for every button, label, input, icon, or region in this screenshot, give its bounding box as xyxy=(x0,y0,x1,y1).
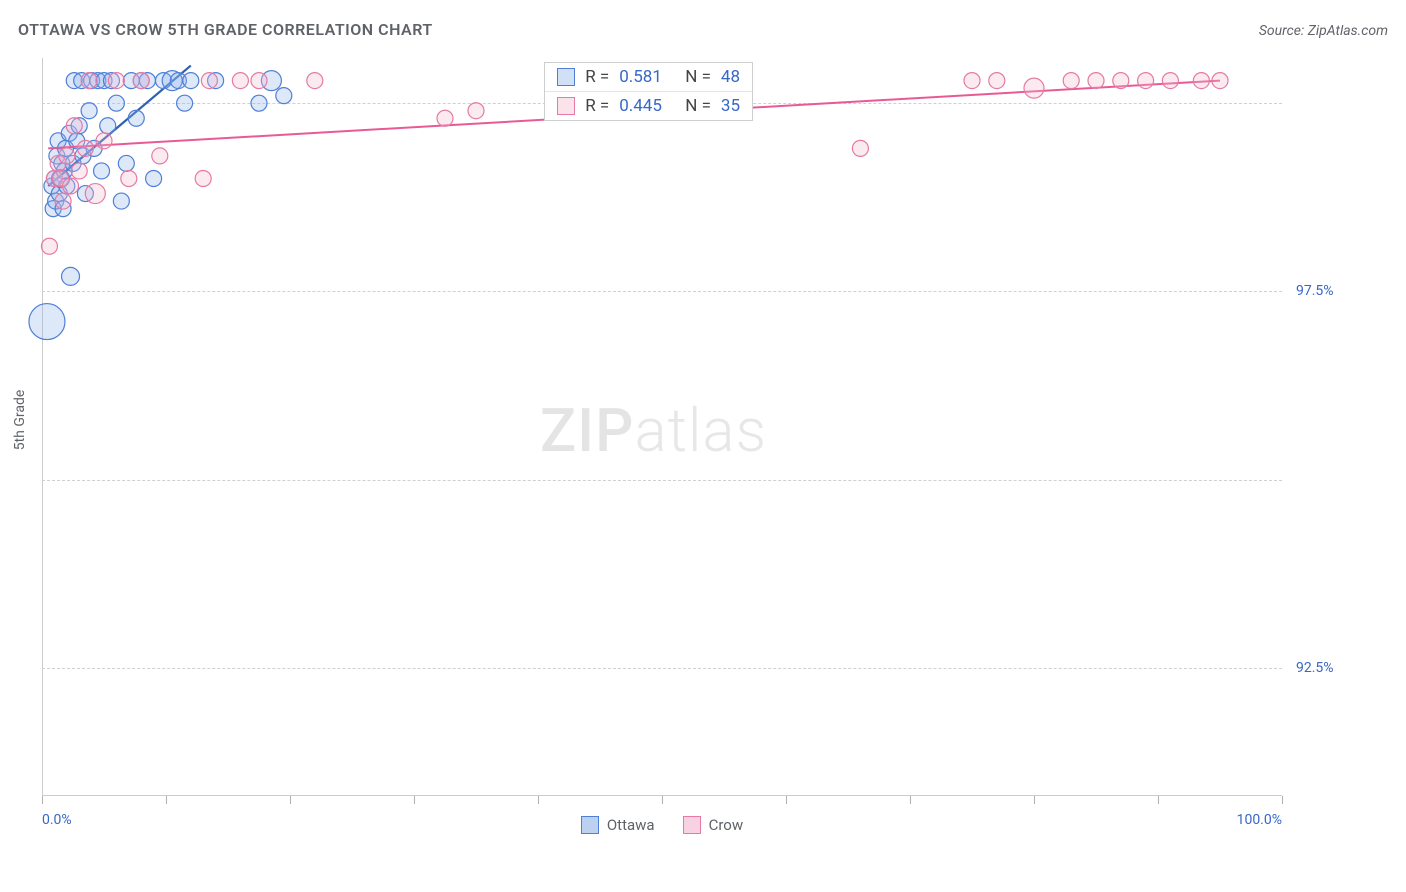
legend-item: Crow xyxy=(683,816,744,834)
scatter-point xyxy=(113,193,129,209)
legend-swatch xyxy=(683,816,701,834)
legend-label: Ottawa xyxy=(607,816,655,834)
stats-n-value: 48 xyxy=(721,67,740,87)
scatter-point xyxy=(1138,73,1154,89)
chart-title: OTTAWA VS CROW 5TH GRADE CORRELATION CHA… xyxy=(18,20,433,39)
scatter-point xyxy=(96,133,112,149)
scatter-point xyxy=(1063,73,1079,89)
chart-header: OTTAWA VS CROW 5TH GRADE CORRELATION CHA… xyxy=(18,20,1388,39)
scatter-point xyxy=(251,95,267,111)
stats-row: R = 0.581 N = 48 xyxy=(545,63,752,92)
scatter-point xyxy=(146,170,162,186)
x-tick xyxy=(166,796,167,804)
scatter-point xyxy=(66,118,82,134)
scatter-point xyxy=(183,73,199,89)
scatter-point xyxy=(1162,73,1178,89)
legend-label: Crow xyxy=(709,816,744,834)
scatter-point xyxy=(128,110,144,126)
scatter-point xyxy=(251,73,267,89)
scatter-point xyxy=(94,163,110,179)
scatter-point xyxy=(152,148,168,164)
scatter-point xyxy=(108,73,124,89)
scatter-point xyxy=(41,238,57,254)
scatter-point xyxy=(276,88,292,104)
scatter-point xyxy=(201,73,217,89)
scatter-point xyxy=(118,155,134,171)
scatter-point xyxy=(1088,73,1104,89)
scatter-point xyxy=(232,73,248,89)
scatter-point xyxy=(81,73,97,89)
x-tick xyxy=(42,796,43,804)
scatter-point xyxy=(437,110,453,126)
scatter-point xyxy=(121,170,137,186)
scatter-point xyxy=(55,193,71,209)
scatter-point xyxy=(1024,78,1044,98)
source-label: Source: ZipAtlas.com xyxy=(1259,23,1388,39)
legend-swatch xyxy=(581,816,599,834)
scatter-point xyxy=(852,140,868,156)
stats-n-label: N = xyxy=(685,67,711,87)
scatter-point xyxy=(108,95,124,111)
stats-r-label: R = xyxy=(585,67,609,87)
x-tick xyxy=(910,796,911,804)
x-tick xyxy=(1158,796,1159,804)
scatter-point xyxy=(1113,73,1129,89)
scatter-point xyxy=(1212,73,1228,89)
scatter-point xyxy=(133,73,149,89)
stats-row: R = 0.445 N = 35 xyxy=(545,92,752,120)
scatter-point xyxy=(59,148,75,164)
y-tick-label: 97.5% xyxy=(1296,283,1334,299)
legend-swatch xyxy=(557,68,575,86)
x-tick xyxy=(1034,796,1035,804)
y-axis-title: 5th Grade xyxy=(12,390,28,451)
x-tick xyxy=(538,796,539,804)
stats-legend-box: R = 0.581 N = 48 R = 0.445 N = 35 xyxy=(544,62,753,121)
legend-swatch xyxy=(557,97,575,115)
scatter-point xyxy=(989,73,1005,89)
scatter-point xyxy=(177,95,193,111)
stats-n-label: N = xyxy=(685,96,711,116)
scatter-point xyxy=(62,267,80,285)
scatter-point xyxy=(100,118,116,134)
stats-r-label: R = xyxy=(585,96,609,116)
scatter-point xyxy=(81,103,97,119)
x-tick xyxy=(786,796,787,804)
x-tick xyxy=(414,796,415,804)
bottom-legend: Ottawa Crow xyxy=(42,816,1282,838)
plot-svg xyxy=(42,58,1282,796)
stats-n-value: 35 xyxy=(721,96,740,116)
scatter-point xyxy=(29,304,65,340)
scatter-point xyxy=(77,140,93,156)
y-tick-label: 92.5% xyxy=(1296,660,1334,676)
x-tick xyxy=(662,796,663,804)
x-tick xyxy=(1282,796,1283,804)
x-tick xyxy=(290,796,291,804)
scatter-point xyxy=(71,163,87,179)
scatter-point xyxy=(85,184,105,204)
stats-r-value: 0.445 xyxy=(619,96,675,116)
scatter-point xyxy=(1193,73,1209,89)
scatter-point xyxy=(964,73,980,89)
scatter-point xyxy=(307,73,323,89)
scatter-point xyxy=(468,103,484,119)
stats-r-value: 0.581 xyxy=(619,67,675,87)
legend-item: Ottawa xyxy=(581,816,655,834)
scatter-point xyxy=(63,178,79,194)
scatter-point xyxy=(195,170,211,186)
